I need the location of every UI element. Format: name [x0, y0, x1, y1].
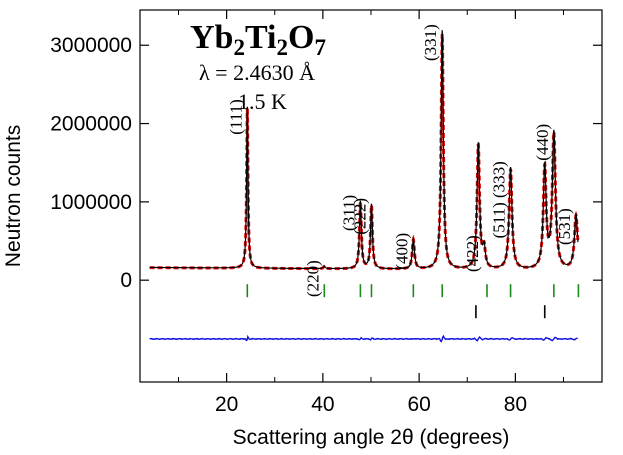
peak-label: (440) — [533, 124, 552, 161]
peak-label: (531) — [555, 208, 574, 245]
y-tick-labels: 0 1000000 2000000 3000000 — [50, 34, 132, 292]
peak-label: (220) — [303, 260, 322, 297]
peak-label: (311) — [339, 195, 358, 231]
peak-label: (222) — [350, 198, 369, 235]
y-axis-title: Neutron counts — [2, 125, 25, 267]
x-tick-label: 60 — [407, 393, 430, 416]
peak-label: (422) — [463, 235, 482, 272]
x-tick-label: 20 — [215, 393, 238, 416]
axis-ticks — [140, 10, 602, 382]
chart-title: Yb2Ti2O7 — [190, 19, 326, 60]
x-tick-label: 40 — [311, 393, 334, 416]
difference-series — [149, 334, 578, 343]
peak-label: (511) (333) — [490, 161, 509, 238]
x-axis-title: Scattering angle 2θ (degrees) — [233, 426, 510, 449]
y-tick-label: 0 — [120, 269, 132, 292]
x-tick-labels: 20 40 60 80 — [215, 393, 527, 416]
y-tick-label: 3000000 — [50, 34, 132, 57]
peak-labels: (111) (220) (311)(222) (400) (331) (422) (511)… — [226, 24, 574, 297]
reflection-markers — [246, 284, 580, 319]
observed-series — [149, 30, 579, 270]
y-tick-label: 1000000 — [50, 191, 132, 214]
temperature-label: 1.5 K — [238, 89, 287, 114]
peak-label: (400) — [392, 233, 411, 270]
wavelength-label: λ = 2.4630 Å — [199, 60, 315, 85]
peak-label: (331) — [421, 24, 440, 61]
peak-label: (111) — [226, 99, 245, 135]
x-tick-label: 80 — [504, 393, 527, 416]
y-tick-label: 2000000 — [50, 113, 132, 136]
